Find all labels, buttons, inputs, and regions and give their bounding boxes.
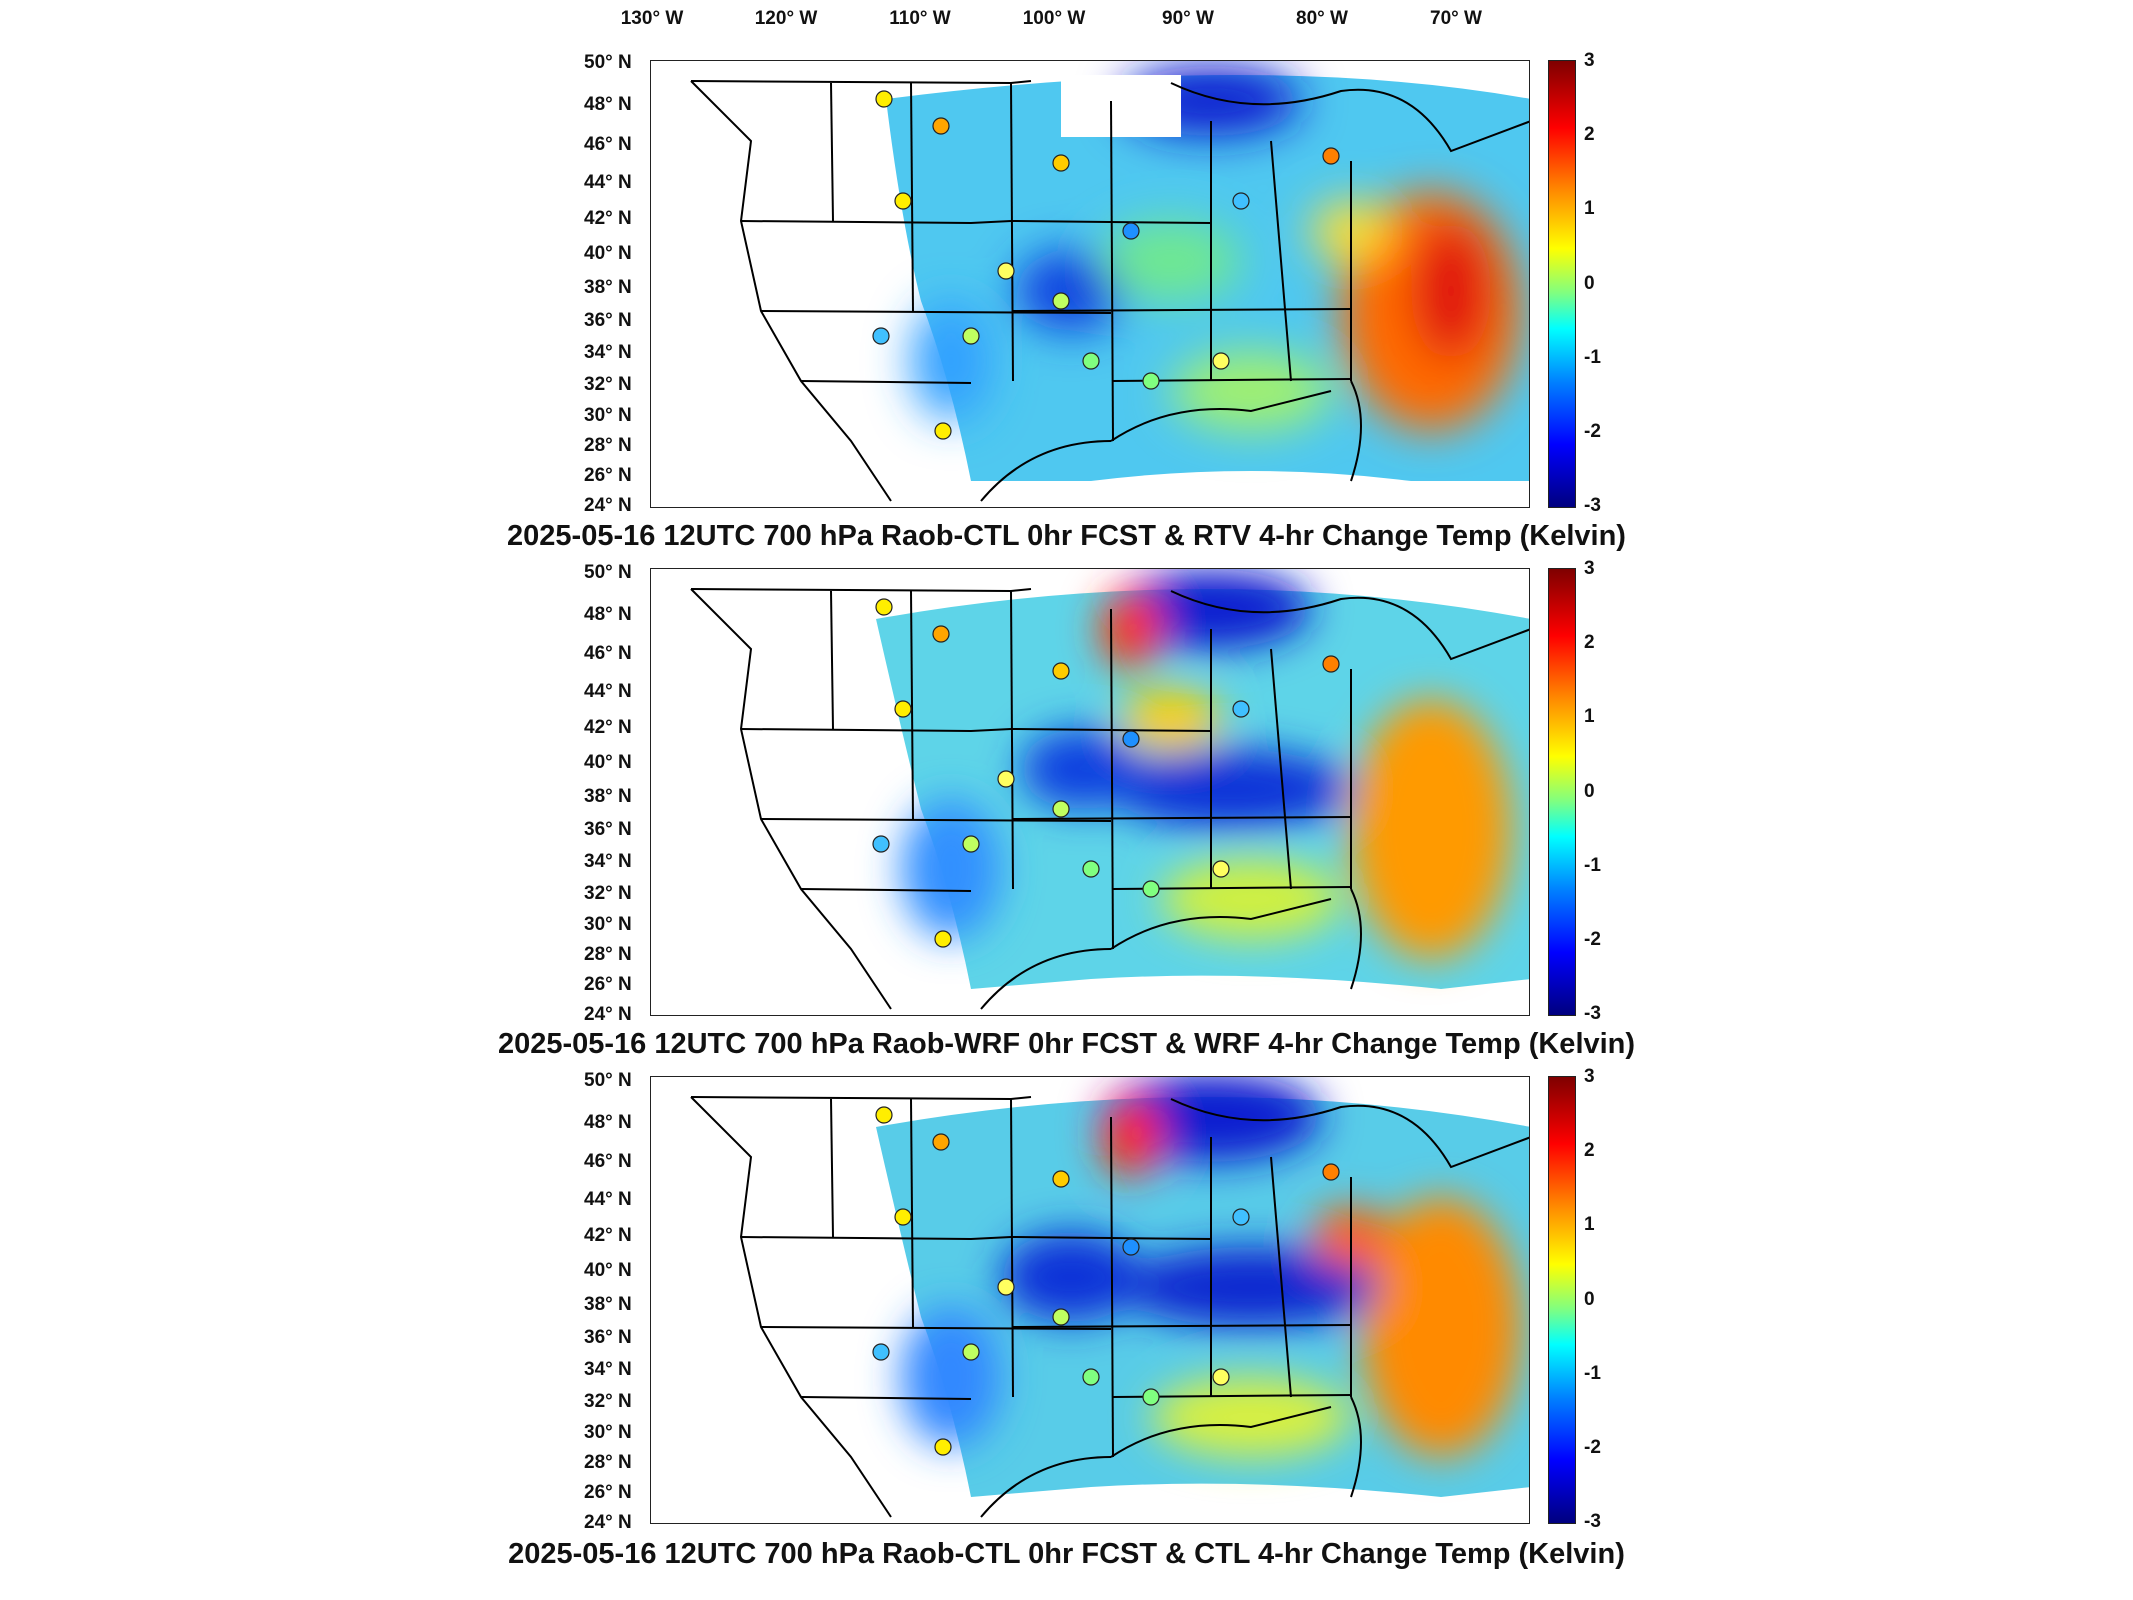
colorbar-tick: 1: [1584, 706, 1595, 727]
panel-title: 2025-05-16 12UTC 700 hPa Raob-CTL 0hr FC…: [507, 520, 1626, 552]
lat-label: 50° N: [584, 562, 632, 583]
state-borders: [690, 588, 1529, 1010]
anomaly-field: [911, 66, 1521, 431]
colorbar-tick: 2: [1584, 632, 1595, 653]
lat-label: 30° N: [584, 1422, 632, 1443]
colorbar: [1548, 60, 1576, 508]
colorbar-tick: 3: [1584, 1066, 1595, 1087]
lat-label: 24° N: [584, 495, 632, 516]
panel-title: 2025-05-16 12UTC 700 hPa Raob-WRF 0hr FC…: [497, 1028, 1636, 1060]
map-graphic: [690, 569, 1529, 1010]
state-borders: [690, 80, 1529, 502]
colorbar-tick: -2: [1584, 1437, 1601, 1458]
lat-label: 38° N: [584, 1294, 632, 1315]
colorbar-tick: 3: [1584, 50, 1595, 71]
state-borders: [690, 1096, 1529, 1518]
lon-label: 90° W: [1162, 8, 1214, 29]
lat-label: 24° N: [584, 1512, 632, 1533]
lat-label: 48° N: [584, 1112, 632, 1133]
lat-label: 32° N: [584, 883, 632, 904]
lat-label: 48° N: [584, 94, 632, 115]
lat-label: 34° N: [584, 342, 632, 363]
lat-label: 34° N: [584, 851, 632, 872]
lat-label: 42° N: [584, 1225, 632, 1246]
panel-title: 2025-05-16 12UTC 700 hPa Raob-CTL 0hr FC…: [508, 1538, 1625, 1570]
lon-label: 100° W: [1022, 8, 1086, 29]
lat-label: 26° N: [584, 1482, 632, 1503]
colorbar-tick: -1: [1584, 1363, 1601, 1384]
colorbar-tick: -2: [1584, 421, 1601, 442]
lat-label: 44° N: [584, 172, 632, 193]
colorbar-tick: 0: [1584, 781, 1595, 802]
lat-label: 40° N: [584, 243, 632, 264]
lat-label: 28° N: [584, 435, 632, 456]
anomaly-field: [901, 1077, 1521, 1457]
lon-label: 110° W: [889, 8, 951, 29]
colorbar-tick: 0: [1584, 1289, 1595, 1310]
lat-label: 42° N: [584, 208, 632, 229]
lat-label: 38° N: [584, 277, 632, 298]
lat-label: 44° N: [584, 1189, 632, 1210]
lat-label: 26° N: [584, 465, 632, 486]
lat-label: 36° N: [584, 819, 632, 840]
lat-label: 34° N: [584, 1359, 632, 1380]
lat-label: 32° N: [584, 374, 632, 395]
colorbar: [1548, 568, 1576, 1016]
colorbar-tick: 2: [1584, 124, 1595, 145]
colorbar: [1548, 1076, 1576, 1524]
lat-label: 28° N: [584, 944, 632, 965]
lat-label: 28° N: [584, 1452, 632, 1473]
lat-label: 40° N: [584, 1260, 632, 1281]
colorbar-tick: 1: [1584, 1214, 1595, 1235]
lat-label: 46° N: [584, 1151, 632, 1172]
lat-label: 40° N: [584, 752, 632, 773]
colorbar-tick: 0: [1584, 273, 1595, 294]
colorbar-tick: -2: [1584, 929, 1601, 950]
colorbar-tick: -1: [1584, 347, 1601, 368]
lat-label: 26° N: [584, 974, 632, 995]
colorbar-tick: -3: [1584, 1511, 1601, 1532]
lat-label: 30° N: [584, 914, 632, 935]
raob-stations: [872, 598, 1340, 948]
lon-label: 70° W: [1430, 8, 1482, 29]
lon-label: 80° W: [1296, 8, 1348, 29]
anomaly-field: [901, 569, 1511, 959]
lat-label: 36° N: [584, 310, 632, 331]
lat-label: 50° N: [584, 52, 632, 73]
lon-label: 120° W: [754, 8, 818, 29]
temperature-map: [650, 568, 1530, 1016]
lat-label: 38° N: [584, 786, 632, 807]
map-graphic: [690, 66, 1529, 502]
lat-label: 42° N: [584, 717, 632, 738]
raob-stations: [872, 90, 1340, 440]
lon-label: 130° W: [620, 8, 684, 29]
lat-label: 30° N: [584, 405, 632, 426]
colorbar-tick: 1: [1584, 198, 1595, 219]
colorbar-tick: -1: [1584, 855, 1601, 876]
lat-label: 48° N: [584, 604, 632, 625]
lat-label: 44° N: [584, 681, 632, 702]
colorbar-tick: 2: [1584, 1140, 1595, 1161]
raob-stations: [872, 1106, 1340, 1456]
map-graphic: [690, 1077, 1529, 1518]
temperature-map: [650, 1076, 1530, 1524]
colorbar-tick: -3: [1584, 495, 1601, 516]
colorbar-tick: 3: [1584, 558, 1595, 579]
lat-label: 50° N: [584, 1070, 632, 1091]
colorbar-tick: -3: [1584, 1003, 1601, 1024]
lat-label: 32° N: [584, 1391, 632, 1412]
longitude-axis: 130° W 120° W 110° W 100° W 90° W 80° W …: [0, 0, 2133, 40]
temperature-map: [650, 60, 1530, 508]
lat-label: 46° N: [584, 134, 632, 155]
lat-label: 36° N: [584, 1327, 632, 1348]
lat-label: 24° N: [584, 1004, 632, 1025]
lat-label: 46° N: [584, 643, 632, 664]
